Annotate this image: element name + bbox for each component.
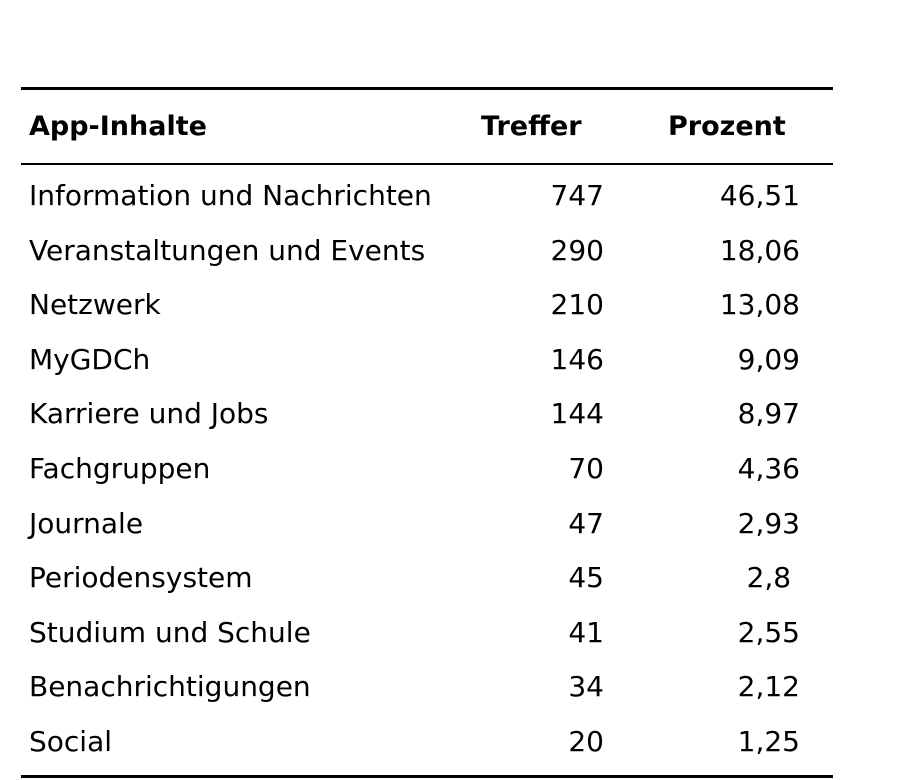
cell-percent: 4,36	[737, 451, 800, 485]
cell-app-content: Fachgruppen	[29, 451, 211, 485]
cell-hits: 47	[568, 506, 604, 540]
cell-percent: 2,55	[737, 615, 800, 649]
cell-percent: 9,09	[737, 342, 800, 376]
cell-hits: 290	[550, 233, 604, 267]
cell-hits: 45	[568, 561, 604, 595]
cell-hits: 34	[568, 670, 604, 704]
table-row: Journale 47 2,93	[21, 497, 833, 552]
cell-app-content: Social	[29, 724, 113, 758]
cell-hits: 70	[568, 451, 604, 485]
cell-app-content: MyGDCh	[29, 342, 151, 376]
cell-percent: 8,97	[737, 397, 800, 431]
top-rule	[21, 87, 833, 90]
cell-hits: 146	[550, 342, 604, 376]
cell-hits: 747	[550, 179, 604, 212]
table-row: Karriere und Jobs 144 8,97	[21, 387, 833, 442]
cell-hits: 41	[568, 615, 604, 649]
cell-app-content: Karriere und Jobs	[29, 397, 269, 431]
data-table: App-Inhalte Treffer Prozent Information …	[21, 87, 833, 778]
header-rule	[21, 163, 833, 165]
table-row: Social 20 1,25	[21, 715, 833, 770]
header-percent: Prozent	[668, 111, 786, 142]
cell-percent: 13,08	[719, 288, 800, 322]
table-header: App-Inhalte Treffer Prozent	[21, 90, 833, 163]
table-row: MyGDCh 146 9,09	[21, 333, 833, 388]
cell-app-content: Netzwerk	[29, 288, 161, 322]
table-row: Fachgruppen 70 4,36	[21, 442, 833, 497]
cell-hits: 20	[568, 724, 604, 758]
cell-hits: 210	[550, 288, 604, 322]
bottom-rule	[21, 774, 833, 778]
cell-app-content: Benachrichtigungen	[29, 670, 311, 704]
cell-percent: 1,25	[737, 724, 800, 758]
table-row: Information und Nachrichten 747 46,51	[21, 169, 833, 224]
cell-percent: 2,93	[737, 506, 800, 540]
cell-percent: 2,8	[746, 561, 800, 595]
table-row: Netzwerk 210 13,08	[21, 278, 833, 333]
table-row: Benachrichtigungen 34 2,12	[21, 660, 833, 715]
cell-app-content: Journale	[29, 506, 144, 540]
table-row: Periodensystem 45 2,8	[21, 551, 833, 606]
cell-percent: 2,12	[737, 670, 800, 704]
cell-app-content: Periodensystem	[29, 561, 253, 595]
cell-percent: 18,06	[719, 233, 800, 267]
table-row: Studium und Schule 41 2,55	[21, 606, 833, 661]
header-hits: Treffer	[481, 111, 582, 142]
cell-app-content: Studium und Schule	[29, 615, 311, 649]
table-row: Veranstaltungen und Events 290 18,06	[21, 224, 833, 279]
header-app-content: App-Inhalte	[29, 111, 207, 142]
cell-percent: 46,51	[719, 179, 800, 212]
cell-hits: 144	[550, 397, 604, 431]
cell-app-content: Information und Nachrichten	[29, 179, 432, 212]
cell-app-content: Veranstaltungen und Events	[29, 233, 426, 267]
table-body: Information und Nachrichten 747 46,51 Ve…	[21, 165, 833, 775]
